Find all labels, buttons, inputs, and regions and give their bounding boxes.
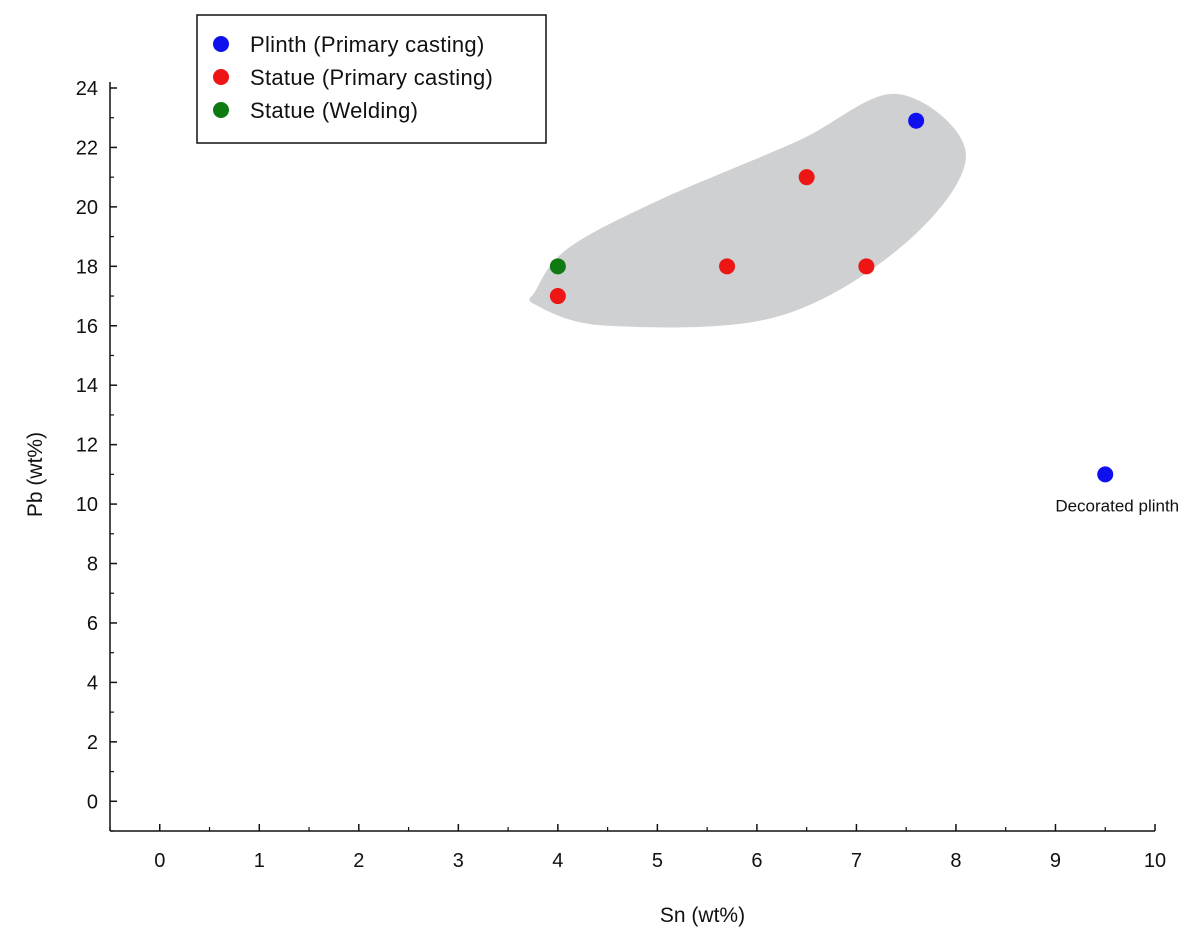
x-tick-label: 9 (1050, 850, 1061, 872)
data-point-series-1 (1097, 466, 1114, 483)
annotation-label: Decorated plinth (1055, 496, 1179, 515)
x-tick-label: 3 (453, 850, 464, 872)
x-axis-title: Sn (wt%) (660, 904, 745, 927)
y-tick-label: 16 (76, 316, 98, 338)
data-point-series-3 (549, 258, 566, 275)
x-tick-label: 7 (851, 850, 862, 872)
y-tick-label: 2 (87, 732, 98, 754)
y-tick-label: 24 (76, 78, 98, 100)
legend-label: Plinth (Primary casting) (250, 32, 485, 57)
y-tick-label: 10 (76, 494, 98, 516)
legend-marker (213, 36, 229, 52)
y-tick-label: 18 (76, 256, 98, 278)
legend-marker (213, 69, 229, 85)
data-points (549, 112, 1114, 483)
legend: Plinth (Primary casting) Statue (Primary … (196, 14, 547, 144)
y-tick-label: 0 (87, 791, 98, 813)
y-tick-label: 8 (87, 554, 98, 576)
x-tick-label: 10 (1144, 850, 1166, 872)
legend-label: Statue (Welding) (250, 98, 418, 123)
shaded-region (529, 93, 966, 328)
x-tick-label: 8 (950, 850, 961, 872)
x-tick-label: 2 (353, 850, 364, 872)
data-point-series-2 (858, 258, 875, 275)
axes (109, 82, 1155, 832)
x-tick-label: 0 (154, 850, 165, 872)
data-point-series-1 (908, 112, 925, 129)
y-tick-label: 6 (87, 613, 98, 635)
x-tick-label: 6 (751, 850, 762, 872)
y-tick-label: 14 (76, 375, 98, 397)
data-point-series-2 (549, 288, 566, 305)
legend-label: Statue (Primary casting) (250, 65, 493, 90)
annotations: Decorated plinth (1055, 496, 1179, 515)
shaded-region-layer (529, 93, 966, 328)
y-tick-label: 20 (76, 197, 98, 219)
legend-box (196, 14, 547, 144)
y-tick-label: 12 (76, 435, 98, 457)
x-tick-label: 4 (552, 850, 563, 872)
x-tick-label: 1 (254, 850, 265, 872)
data-point-series-2 (798, 169, 815, 186)
y-tick-label: 22 (76, 137, 98, 159)
y-tick-label: 4 (87, 672, 98, 694)
y-axis-title: Pb (wt%) (24, 432, 47, 517)
data-point-series-2 (719, 258, 736, 275)
x-tick-label: 5 (652, 850, 663, 872)
legend-marker (213, 102, 229, 118)
